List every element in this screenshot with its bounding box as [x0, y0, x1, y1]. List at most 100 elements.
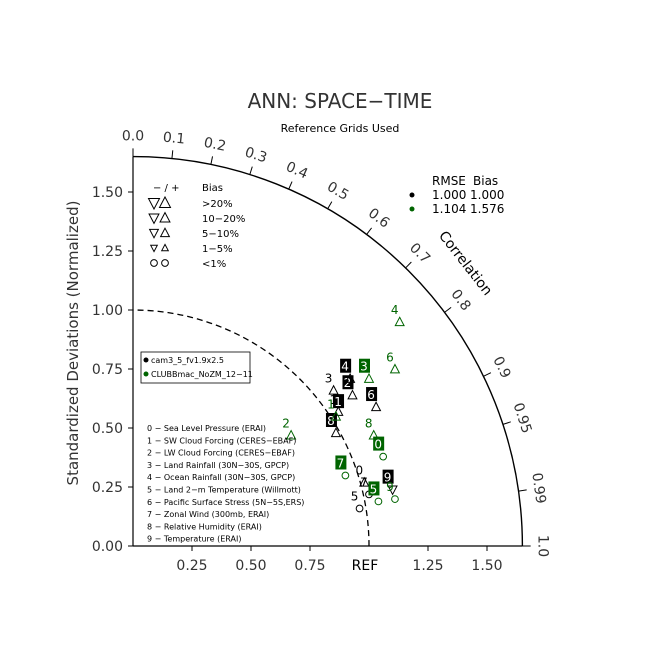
correlation-tick: [327, 201, 333, 210]
rmse-legend-rmse: 1.000: [432, 188, 466, 202]
point-label: 8: [327, 414, 335, 428]
point-label: 7: [360, 475, 368, 489]
bias-legend-label: 5−10%: [202, 229, 239, 240]
point-label-box: [333, 394, 345, 409]
point-marker: [394, 316, 405, 327]
bias-legend-down-marker: [148, 228, 160, 239]
variable-key-item: 3 − Land Rainfall (30N−30S, GPCP): [147, 461, 289, 470]
point-marker: [344, 372, 356, 383]
bias-legend-bias-header: Bias: [202, 183, 223, 194]
x-tick-label: 0.25: [176, 558, 207, 574]
correlation-tick: [171, 150, 174, 159]
series-legend-label: CLUBBmac_NoZM_12−11: [151, 370, 253, 379]
point-label: 0: [374, 438, 382, 452]
y-tick-label: 1.25: [92, 244, 123, 260]
point-label: 0: [355, 464, 363, 478]
point-label: 4: [391, 303, 399, 317]
bias-legend-sign-header: − / +: [153, 183, 179, 194]
reference-arc: [132, 309, 370, 547]
point-label: 8: [365, 416, 373, 430]
x-tick-label: 0.50: [235, 558, 266, 574]
variable-key: 0 − Sea Level Pressure (ERAI) 1 − SW Clou…: [147, 424, 304, 544]
y-tick-label: 1.00: [92, 303, 123, 319]
bias-legend-down-marker: [148, 213, 160, 225]
point-label: 2: [282, 416, 290, 430]
bias-legend-label: <1%: [202, 259, 226, 270]
point-label: 1: [334, 395, 342, 409]
correlation-tick-label: 0.9: [489, 354, 513, 381]
rmse-legend-bias: 1.000: [470, 188, 504, 202]
point-label: 9: [386, 480, 394, 494]
correlation-tick-label: 0.6: [365, 205, 392, 231]
variable-key-item: 0 − Sea Level Pressure (ERAI): [147, 424, 266, 433]
point-label-box: [373, 436, 385, 451]
variable-key-item: 6 − Pacific Surface Stress (5N−5S,ERS): [147, 498, 304, 507]
point-label: 1: [327, 397, 335, 411]
correlation-label: Correlation: [435, 228, 495, 299]
series-legend-dot: [143, 357, 149, 363]
correlation-tick-label: 1.0: [534, 535, 550, 557]
correlation-tick: [502, 421, 511, 425]
point-label: 6: [367, 388, 375, 402]
point-label: 5: [370, 482, 378, 496]
point-marker: [391, 495, 399, 503]
correlation-tick-label: 0.95: [510, 401, 535, 436]
x-tick-label: 1.50: [471, 558, 502, 574]
bias-legend-label: >20%: [202, 199, 233, 210]
bias-legend-up-marker: [158, 195, 172, 208]
bias-legend-down-marker: [147, 198, 161, 211]
point-marker: [368, 429, 379, 440]
correlation-tick-label: 0.3: [243, 144, 269, 166]
series-legend: cam3_5_fv1.9x2.5 CLUBBmac_NoZM_12−11: [140, 351, 253, 384]
point-label-box: [335, 455, 347, 470]
bias-legend: − / + Bias >20% 10−20% 5−10% 1−5% <1%: [147, 183, 245, 270]
point-label: 3: [325, 372, 333, 386]
rmse-legend-bias: 1.576: [470, 202, 504, 216]
correlation-tick-label: 0.5: [324, 179, 351, 204]
x-tick-label: 0.75: [294, 558, 325, 574]
point-marker: [363, 372, 375, 383]
point-marker: [355, 504, 364, 513]
variable-key-item: 1 − SW Cloud Forcing (CERES−EBAF): [147, 436, 296, 445]
point-marker: [379, 452, 388, 461]
point-marker: [330, 427, 342, 438]
ref-label: REF: [352, 558, 379, 574]
point-label-box: [382, 469, 394, 484]
bias-legend-up-marker: [159, 211, 171, 223]
y-tick-label: 1.50: [92, 185, 123, 201]
series-legend-label: cam3_5_fv1.9x2.5: [151, 356, 224, 365]
variable-key-item: 4 − Ocean Rainfall (30N−30S, GPCP): [147, 473, 295, 482]
variable-key-item: 8 − Relative Humidity (ERAI): [147, 522, 262, 531]
point-label-box: [340, 358, 352, 373]
point-label: 9: [384, 471, 392, 485]
point-label-box: [366, 387, 378, 402]
y-tick-label: 0.75: [92, 362, 123, 378]
correlation-tick-label: 0.1: [162, 130, 186, 148]
correlation-tick: [249, 166, 253, 175]
bias-legend-circle-marker: [161, 259, 169, 267]
point-marker: [374, 497, 383, 506]
chart-title: ANN: SPACE−TIME: [248, 89, 433, 113]
series-legend-dot: [143, 371, 149, 377]
point-marker: [387, 485, 398, 496]
bias-legend-circle-marker: [150, 259, 158, 267]
correlation-tick-label: 0.8: [447, 287, 473, 314]
correlation-tick: [518, 489, 527, 492]
variable-key-item: 5 − Land 2−m Temperature (Willmott): [147, 486, 301, 495]
point-label-box: [359, 358, 370, 373]
y-tick-label: 0.25: [92, 480, 123, 496]
axes: 0.000.250.500.751.001.251.500.25 0.50 0.75…: [92, 155, 524, 574]
x-tick-label: 1.25: [412, 558, 443, 574]
correlation-tick-label: 0.2: [202, 135, 227, 155]
correlation-tick-label: 0.4: [283, 159, 310, 183]
point-label: 6: [386, 350, 394, 364]
point-marker: [347, 389, 358, 400]
data-points: 012345678910123456789: [282, 303, 405, 513]
point-label: 3: [360, 360, 368, 374]
rmse-legend-dot: [409, 206, 415, 212]
variable-key-item: 9 − Temperature (ERAI): [147, 535, 241, 544]
correlation-tick: [405, 261, 412, 269]
point-label: 2: [344, 376, 352, 390]
chart-subtitle: Reference Grids Used: [281, 122, 400, 135]
